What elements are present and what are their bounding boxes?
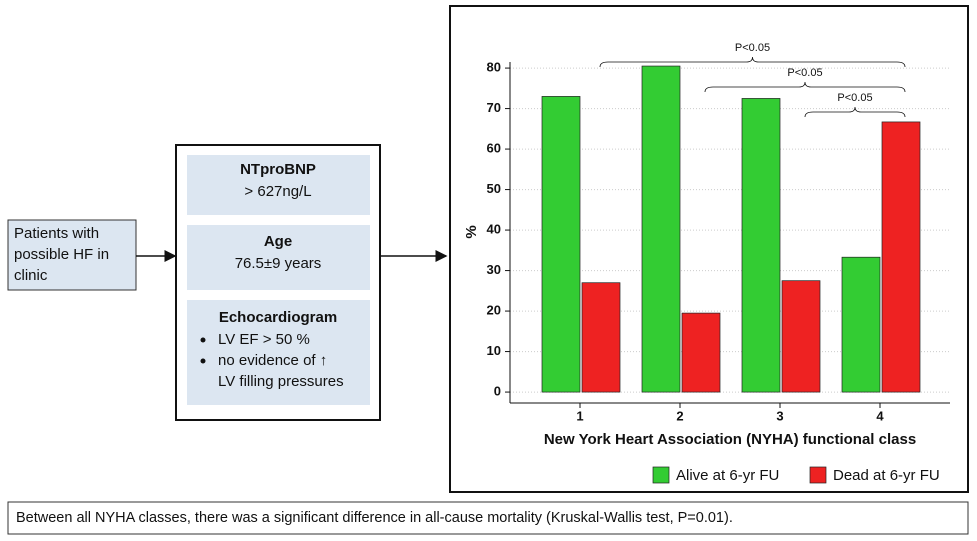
- bar: [781, 280, 821, 393]
- bullet: [200, 358, 206, 364]
- bar: [681, 312, 721, 393]
- bullet: [200, 337, 206, 343]
- criterion-box: [187, 225, 370, 290]
- criterion-title: Age: [264, 233, 292, 250]
- p-value: P<0.05: [837, 92, 872, 104]
- y-axis-label: %: [463, 225, 480, 238]
- bullet-text: no evidence of ↑: [218, 352, 327, 369]
- criterion-text: 76.5±9 years: [235, 255, 322, 272]
- y-tick-label: 80: [487, 60, 501, 75]
- bar: [881, 121, 921, 393]
- legend-swatch: [809, 466, 827, 484]
- y-tick-label: 0: [494, 384, 501, 399]
- y-tick-label: 40: [487, 222, 501, 237]
- y-tick-label: 50: [487, 181, 501, 196]
- bullet-text: LV EF > 50 %: [218, 331, 310, 348]
- criterion-text: > 627ng/L: [244, 183, 311, 200]
- y-tick-label: 60: [487, 141, 501, 156]
- y-tick-label: 10: [487, 343, 501, 358]
- criterion-box: [187, 155, 370, 215]
- x-tick-label: 3: [776, 408, 783, 423]
- criterion-title: NTproBNP: [240, 161, 316, 178]
- bullet-text: LV filling pressures: [218, 373, 344, 390]
- bracket: [704, 81, 906, 93]
- bar: [641, 65, 681, 393]
- footer-box: [7, 501, 969, 535]
- bracket: [804, 106, 906, 118]
- x-tick-label: 4: [876, 408, 884, 423]
- criterion-box: [187, 300, 370, 405]
- y-tick-label: 70: [487, 100, 501, 115]
- input-box: [7, 219, 137, 291]
- input-text: possible HF in: [14, 246, 109, 263]
- bar: [741, 98, 781, 393]
- input-text: Patients with: [14, 225, 99, 242]
- criterion-title: Echocardiogram: [219, 309, 337, 326]
- input-text: clinic: [14, 267, 48, 284]
- y-tick-label: 30: [487, 262, 501, 277]
- footer: Between all NYHA classes, there was a si…: [16, 510, 733, 526]
- y-tick-label: 20: [487, 303, 501, 318]
- legend-swatch: [652, 466, 670, 484]
- bracket: [599, 56, 906, 68]
- legend-label: Alive at 6-yr FU: [676, 467, 779, 484]
- bar: [541, 96, 581, 393]
- x-tick-label: 2: [676, 408, 683, 423]
- x-axis-label: New York Heart Association (NYHA) functi…: [544, 431, 916, 448]
- p-value: P<0.05: [735, 42, 770, 54]
- bar: [581, 282, 621, 393]
- legend-label: Dead at 6-yr FU: [833, 467, 940, 484]
- x-tick-label: 1: [576, 408, 583, 423]
- p-value: P<0.05: [787, 67, 822, 79]
- bar: [841, 256, 881, 393]
